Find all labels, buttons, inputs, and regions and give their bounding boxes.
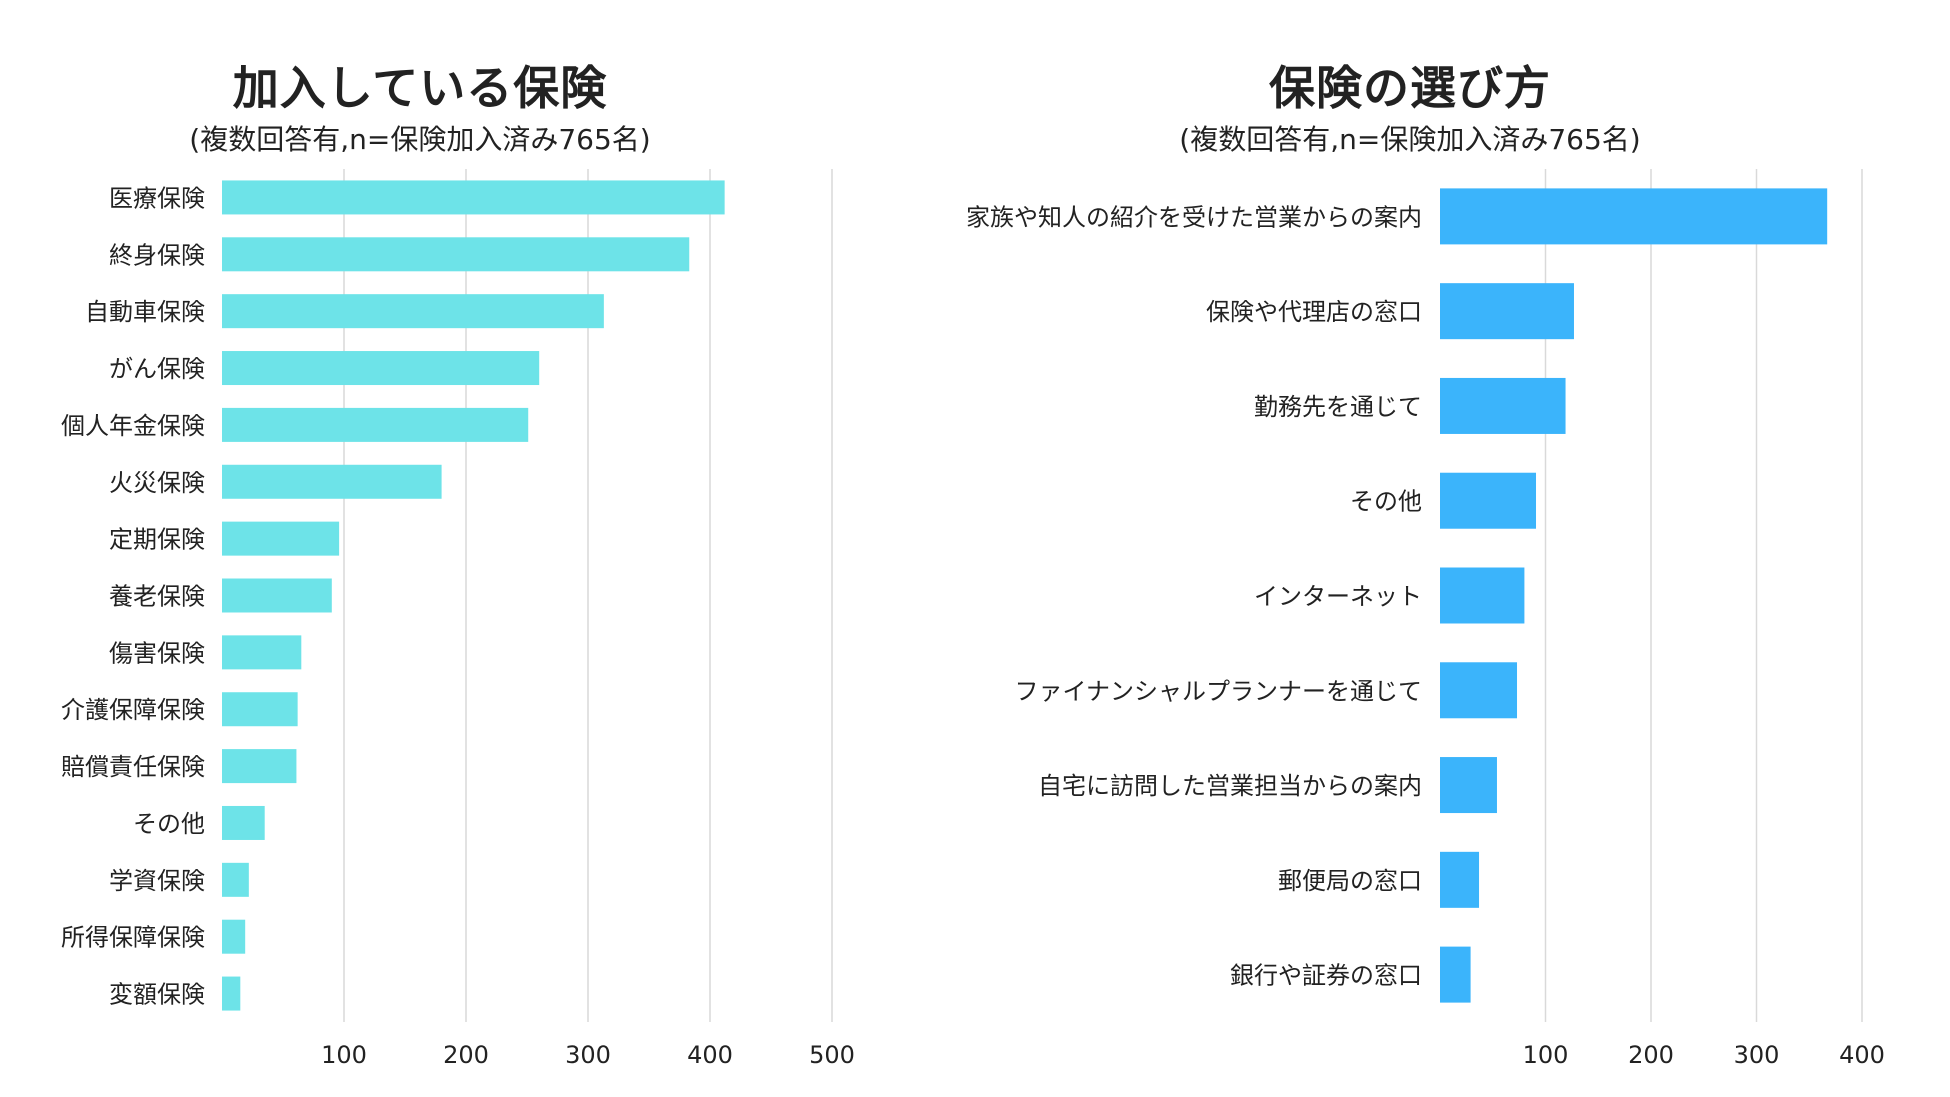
- left-x-tick-label: 500: [809, 1041, 855, 1069]
- left-bar: [222, 919, 246, 954]
- left-category-label: 個人年金保険: [61, 412, 205, 440]
- right-x-tick-label: 300: [1734, 1041, 1780, 1069]
- left-bar: [222, 749, 297, 784]
- left-category-label: 火災保険: [109, 469, 205, 497]
- left-category-label: その他: [133, 810, 205, 838]
- left-bar: [222, 294, 604, 329]
- left-chart-title: 加入している保険: [232, 61, 608, 115]
- left-category-label: 自動車保険: [85, 298, 205, 326]
- left-bar: [222, 521, 340, 556]
- right-category-label: 家族や知人の紹介を受けた営業からの案内: [966, 203, 1422, 231]
- right-bar: [1440, 377, 1566, 434]
- left-bar: [222, 692, 298, 727]
- left-x-tick-label: 100: [321, 1041, 367, 1069]
- right-category-label: 郵便局の窓口: [1278, 867, 1422, 895]
- left-bar: [222, 237, 690, 272]
- left-bar: [222, 635, 302, 670]
- right-chart-subtitle: (複数回答有,n=保険加入済み765名): [1179, 123, 1641, 156]
- left-chart-subtitle: (複数回答有,n=保険加入済み765名): [189, 123, 651, 156]
- right-x-tick-label: 100: [1523, 1041, 1569, 1069]
- left-category-label: 賠償責任保険: [61, 753, 205, 781]
- left-category-label: 医療保険: [109, 184, 205, 212]
- left-category-label: 傷害保険: [109, 639, 205, 667]
- left-chart: 100 200 300 400 500 医療保険終身保険自動車保険がん保険個人年金保険火災…: [61, 169, 855, 1069]
- right-category-label: 自宅に訪問した営業担当からの案内: [1038, 772, 1422, 800]
- left-category-label: 介護保障保険: [61, 696, 205, 724]
- left-bar: [222, 578, 332, 613]
- right-chart-title: 保険の選び方: [1269, 61, 1551, 115]
- right-bar: [1440, 851, 1480, 908]
- left-category-label: 定期保険: [109, 526, 205, 554]
- left-bar: [222, 976, 241, 1011]
- left-category-label: 学資保険: [109, 867, 205, 895]
- right-bar: [1440, 567, 1525, 624]
- right-bar: [1440, 188, 1828, 245]
- left-category-label: 終身保険: [109, 241, 205, 269]
- left-bar: [222, 180, 725, 215]
- left-x-tick-label: 200: [443, 1041, 489, 1069]
- left-category-label: 養老保険: [109, 583, 205, 611]
- left-bar: [222, 407, 529, 442]
- right-bar: [1440, 946, 1471, 1003]
- left-x-tick-label: 300: [565, 1041, 611, 1069]
- right-category-label: その他: [1350, 488, 1422, 516]
- right-x-tick-label: 400: [1839, 1041, 1885, 1069]
- right-bar: [1440, 662, 1518, 719]
- right-category-label: 勤務先を通じて: [1254, 393, 1422, 421]
- left-category-label: がん保険: [109, 355, 205, 383]
- right-category-label: 銀行や証券の窓口: [1230, 962, 1422, 990]
- right-bar: [1440, 757, 1497, 814]
- left-bar: [222, 862, 249, 897]
- right-category-label: ファイナンシャルプランナーを通じて: [1014, 677, 1422, 705]
- right-chart: 100 200 300 400 家族や知人の紹介を受けた営業からの案内保険や代理店の窓口…: [966, 169, 1885, 1069]
- right-bar: [1440, 283, 1574, 340]
- left-x-tick-label: 400: [687, 1041, 733, 1069]
- left-bar: [222, 351, 540, 386]
- left-bar: [222, 464, 442, 499]
- right-x-tick-label: 200: [1628, 1041, 1674, 1069]
- right-bar: [1440, 472, 1537, 529]
- left-category-label: 変額保険: [109, 981, 205, 1009]
- left-category-label: 所得保障保険: [61, 924, 205, 952]
- left-bar: [222, 805, 265, 840]
- right-category-label: インターネット: [1254, 583, 1422, 611]
- right-category-label: 保険や代理店の窓口: [1206, 298, 1422, 326]
